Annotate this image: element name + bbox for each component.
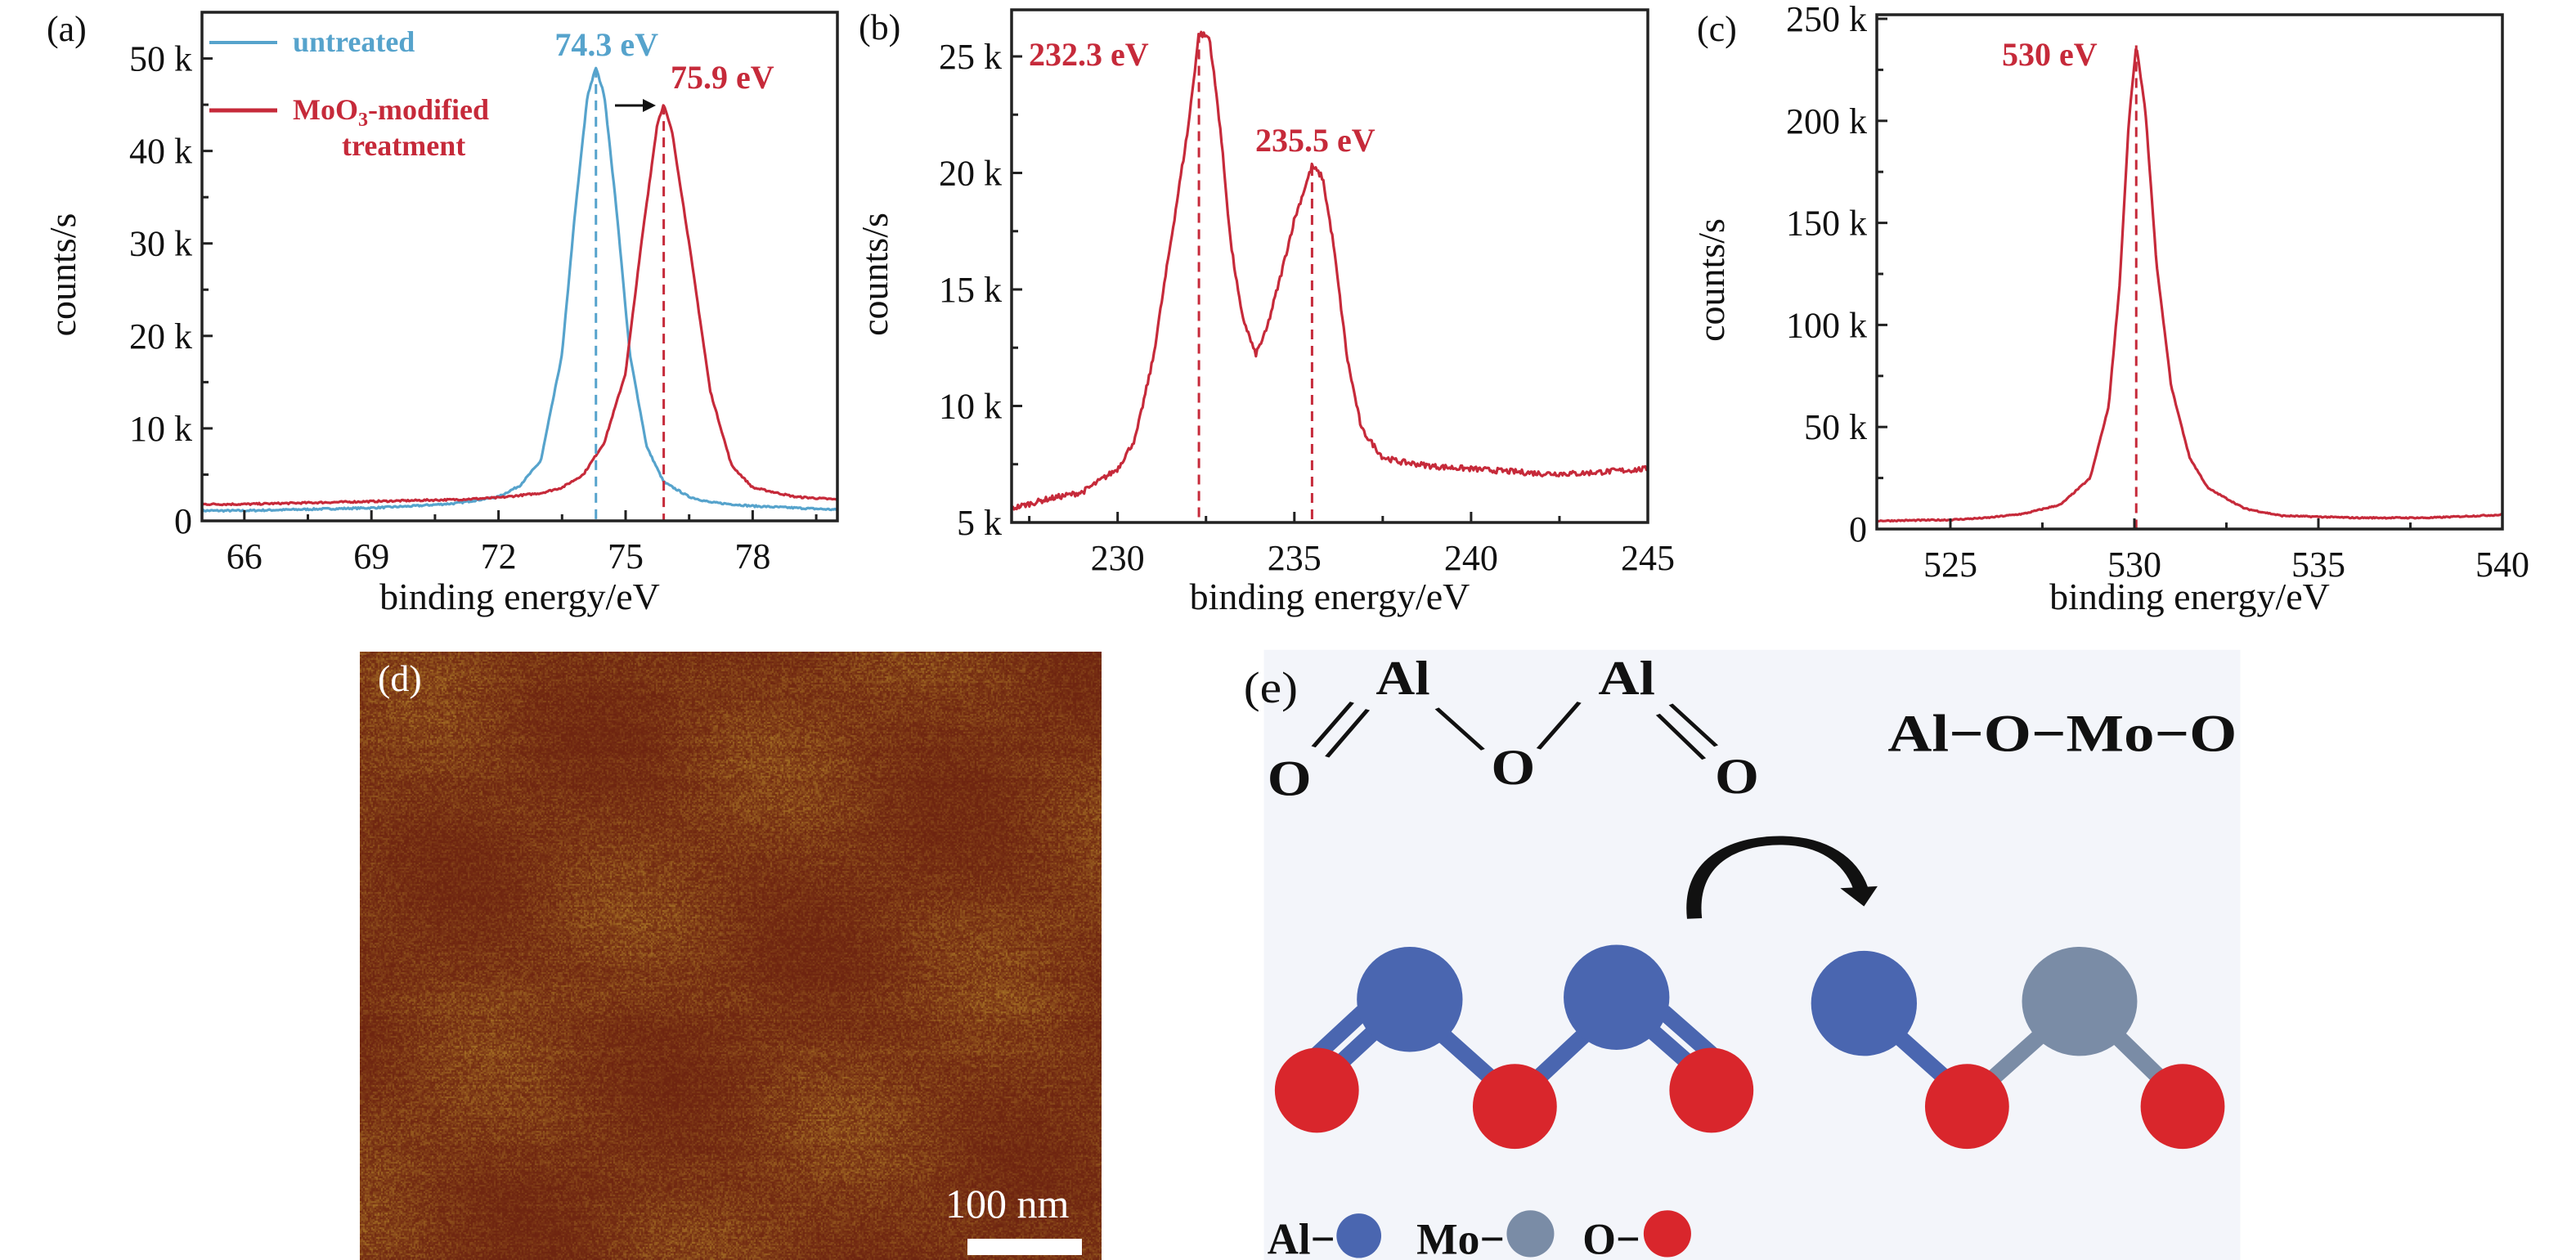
y-tick-label: 30 k (129, 224, 192, 264)
atom-al-1: Al (1376, 651, 1429, 705)
atom-o-ball (2140, 1064, 2225, 1150)
atom-o-3: O (1715, 749, 1759, 805)
y-tick-label: 20 k (129, 316, 192, 356)
al-o-mo-o-ball-model (1811, 946, 2225, 1150)
peak-label: 232.3 eV (1029, 36, 1149, 73)
plot-frame (1010, 8, 1649, 524)
atom-o-1: O (1268, 751, 1312, 806)
legend-mo-label: Mo− (1416, 1215, 1505, 1260)
y-tick-label: 0 (1849, 509, 1867, 549)
scale-bar (967, 1239, 1082, 1255)
shift-arrow-head (643, 99, 656, 112)
plot-frame (200, 11, 839, 522)
atom-al-2: Al (1598, 651, 1655, 705)
series-line-mo-3d (1011, 30, 1649, 511)
x-axis-title: binding energy/eV (379, 576, 660, 617)
atom-al-ball (1564, 944, 1670, 1050)
peak-label: 75.9 eV (671, 59, 774, 96)
chart-a-legend: untreated MoO3-modified treatment (209, 25, 656, 162)
legend-label-treated-line2: treatment (342, 129, 465, 162)
peak-label: 235.5 eV (1255, 122, 1376, 159)
afm-height-map (360, 652, 1102, 1260)
y-axis-title: counts/s (42, 213, 83, 337)
atom-mo-ball (2022, 946, 2138, 1056)
x-tick-label: 66 (227, 536, 263, 576)
y-tick-label: 150 k (1786, 204, 1867, 244)
y-axis-title: counts/s (854, 213, 895, 336)
transformation-arrow-icon (1686, 836, 1878, 919)
atom-o-ball (1924, 1064, 2009, 1150)
y-tick-label: 100 k (1786, 305, 1867, 345)
series-line-untreated (200, 66, 838, 513)
y-tick-label: 200 k (1786, 101, 1867, 141)
y-tick-label: 5 k (957, 503, 1002, 543)
al2o3-ball-model (1274, 944, 1754, 1150)
atom-al-ball (1811, 950, 1918, 1056)
legend-al-swatch (1336, 1213, 1382, 1258)
x-tick-label: 245 (1621, 538, 1675, 578)
legend-mo-swatch (1506, 1210, 1555, 1258)
legend-o-label: O− (1582, 1215, 1640, 1260)
legend-label-treated-rest: -modified (368, 93, 489, 126)
series-line-o-1s (1876, 47, 2503, 523)
x-tick-label: 78 (734, 536, 770, 576)
formula-al-o-mo-o: Al−O−Mo−O (1887, 705, 2237, 763)
y-tick-label: 250 k (1786, 0, 1867, 39)
x-tick-label: 530 (2107, 545, 2161, 585)
atom-al-ball (1357, 946, 1463, 1052)
atom-o-2: O (1491, 739, 1535, 795)
atom-o-ball (1669, 1047, 1754, 1133)
chart-c-o1s: 530 eV 525 530 535 540 0 50 k 100 k 150 k 200 k 25… (1690, 0, 2529, 617)
x-axis-title: binding energy/eV (2049, 576, 2330, 617)
y-tick-label: 20 k (939, 154, 1002, 194)
bonding-scheme-panel: (e) Al Al O O O Al−O−Mo−O (1244, 649, 2241, 1260)
legend-label-treated-sub: 3 (358, 110, 368, 131)
y-tick-label: 50 k (1804, 407, 1867, 447)
x-tick-label: 540 (2475, 545, 2529, 585)
y-tick-label: 40 k (129, 132, 192, 172)
panel-label: (c) (1697, 9, 1737, 49)
legend-label-treated-main: MoO (293, 93, 358, 126)
panel-label-e: (e) (1244, 663, 1298, 712)
series-line-moo3-modified-treatment (201, 104, 838, 507)
chart-a-al2p: 74.3 eV 75.9 eV 66 69 72 75 78 0 10 k 20 k 30 k 40 … (42, 9, 839, 617)
peak-label: 530 eV (2002, 36, 2098, 73)
x-tick-label: 72 (481, 536, 517, 576)
legend-o-swatch (1643, 1210, 1691, 1258)
bond-lines (1311, 702, 1719, 760)
x-tick-label: 230 (1091, 538, 1145, 578)
y-tick-label: 25 k (939, 37, 1002, 77)
scale-bar-label: 100 nm (945, 1181, 1070, 1226)
x-axis-title: binding energy/eV (1190, 576, 1470, 617)
x-tick-label: 69 (353, 536, 389, 576)
y-tick-label: 15 k (939, 270, 1002, 310)
legend-label-untreated: untreated (293, 25, 415, 58)
y-tick-label: 10 k (939, 387, 1002, 427)
x-tick-label: 235 (1268, 538, 1322, 578)
x-tick-label: 75 (608, 536, 644, 576)
plot-frame (1875, 13, 2504, 531)
atom-o-ball (1274, 1047, 1359, 1133)
afm-image-panel: (d) 100 nm (360, 652, 1102, 1260)
legend-label-treated: MoO3-modified (293, 93, 489, 131)
atom-legend: Al− Mo− O− (1268, 1210, 1691, 1260)
y-tick-label: 10 k (129, 409, 192, 449)
peak-label: 74.3 eV (554, 26, 658, 63)
x-tick-label: 535 (2291, 545, 2345, 585)
panel-label: (a) (47, 9, 87, 49)
x-tick-label: 525 (1923, 545, 1977, 585)
legend-al-label: Al− (1268, 1215, 1335, 1260)
panel-label: (b) (859, 7, 900, 47)
atom-o-ball (1472, 1064, 1557, 1150)
x-tick-label: 240 (1444, 538, 1498, 578)
panel-label-d: (d) (378, 657, 422, 699)
chart-b-mo3d: 232.3 eV 235.5 eV 230 235 240 245 5 k 10 k 15 k 2… (854, 7, 1675, 617)
al2o3-structural-formula: Al Al O O O (1268, 651, 1759, 806)
y-tick-label: 0 (174, 501, 192, 541)
y-axis-title: counts/s (1690, 218, 1732, 342)
y-tick-label: 50 k (129, 39, 192, 79)
